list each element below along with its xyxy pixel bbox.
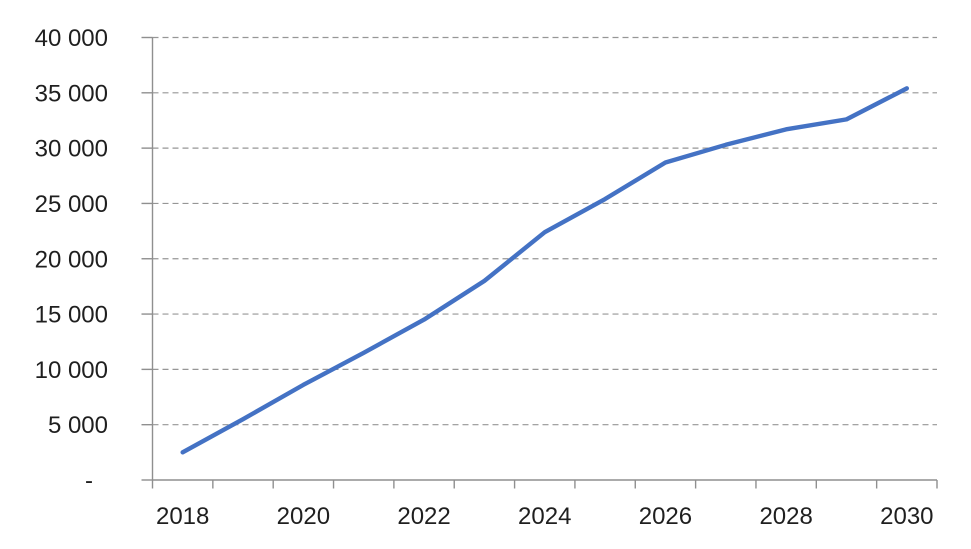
x-axis-label: 2022	[397, 503, 450, 530]
y-axis-label: 10 000	[35, 357, 108, 384]
x-axis-label: 2028	[759, 503, 812, 530]
axis-label-layer: - 5 000 10 000 15 000 20 000 25 000 30 000 35 0…	[35, 25, 934, 530]
gridline-layer	[152, 36, 937, 426]
y-axis-label: -	[85, 468, 93, 495]
y-axis-label: 30 000	[35, 136, 108, 163]
y-axis-label: 40 000	[35, 25, 108, 52]
y-axis-label: 15 000	[35, 302, 108, 329]
y-axis-label: 5 000	[48, 412, 108, 439]
series-layer	[180, 86, 910, 455]
x-axis-label: 2026	[639, 503, 692, 530]
y-axis-label: 35 000	[35, 80, 108, 107]
x-axis-label: 2024	[518, 503, 571, 530]
x-axis-label: 2020	[277, 503, 330, 530]
x-axis-label: 2030	[880, 503, 933, 530]
x-axis-label: 2018	[156, 503, 209, 530]
y-axis-label: 20 000	[35, 246, 108, 273]
y-axis-label: 25 000	[35, 191, 108, 218]
series-line	[180, 86, 910, 455]
axis-layer	[141, 36, 938, 489]
